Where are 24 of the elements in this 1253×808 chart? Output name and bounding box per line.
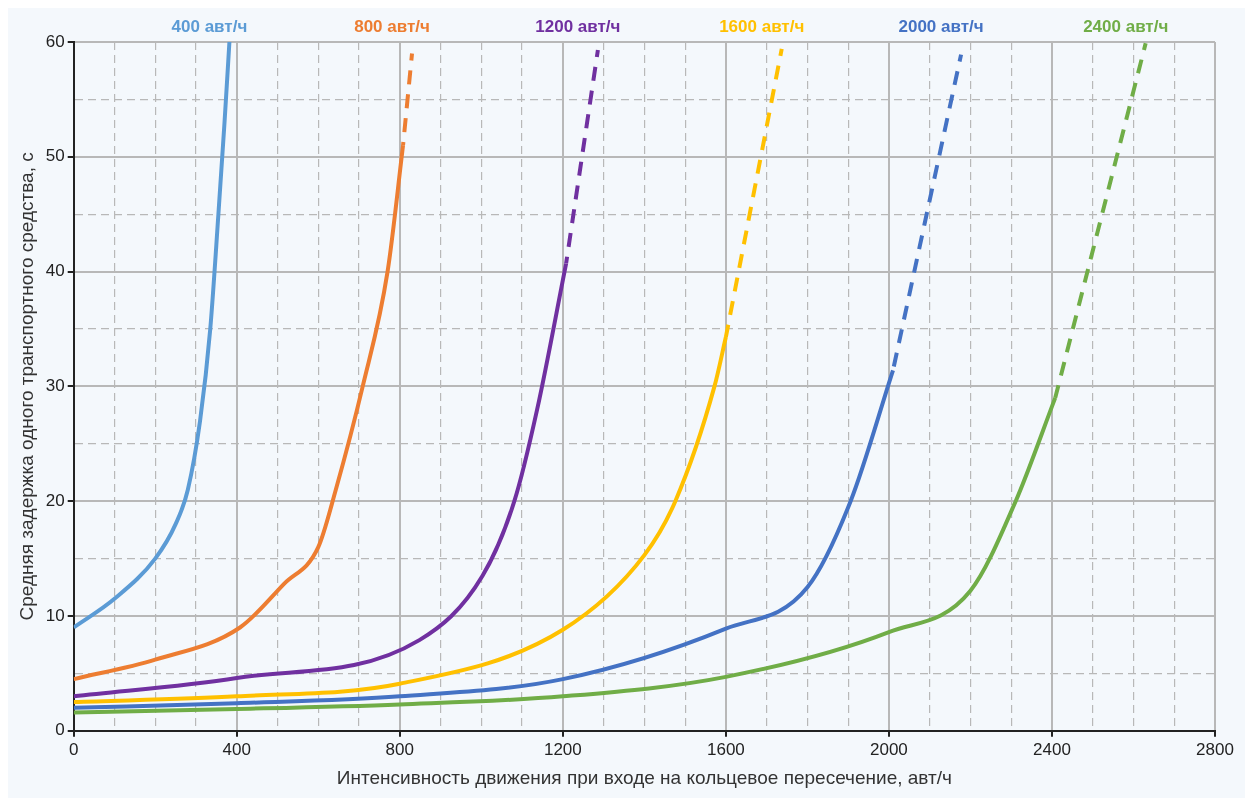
text: 1600 авт/ч (719, 17, 805, 37)
text: 1200 авт/ч (535, 17, 621, 37)
y-tick-label: 10 (45, 605, 65, 625)
y-tick-label: 30 (45, 376, 65, 396)
x-tick-label: 1200 (543, 739, 582, 759)
y-tick-label: 0 (55, 720, 65, 740)
series-label: 400 авт/ч (171, 17, 248, 37)
y-tick-label: 20 (45, 490, 65, 510)
text: 800 авт/ч (354, 17, 430, 37)
y-tick-label: 50 (45, 146, 65, 166)
y-tick-label: 60 (45, 31, 65, 51)
x-tick-label: 0 (68, 739, 79, 759)
x-tick-label: 400 (222, 739, 251, 759)
y-tick-label: 40 (45, 261, 65, 281)
text: 2000 авт/ч (898, 17, 984, 37)
x-tick-label: 2000 (870, 739, 908, 759)
x-tick-label: 800 (385, 739, 414, 759)
x-tick-label: 2800 (1196, 739, 1234, 759)
x-tick-label: 1600 (706, 739, 745, 759)
x-axis-title: Интенсивность движения при входе на кольцевое пересечение, авт/ч (336, 766, 952, 788)
line-series (73, 42, 232, 630)
y-axis-title: Средняя задержка одного транспортного средства, с (15, 152, 37, 621)
text: 2400 авт/ч (1083, 17, 1169, 37)
x-tick-label: 2400 (1033, 739, 1071, 759)
